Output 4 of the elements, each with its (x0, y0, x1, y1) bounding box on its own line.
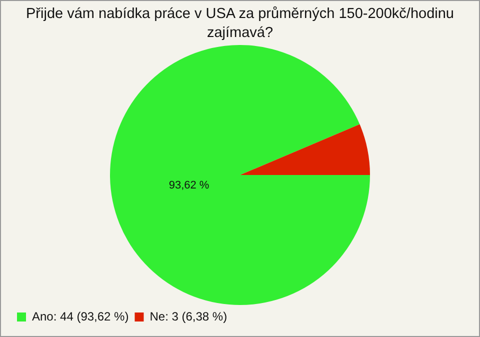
chart-title: Přijde vám nabídka práce v USA za průměrných 150-200kč/hodinu zajímavá? (25, 5, 455, 43)
legend-label: Ano: 44 (93,62 %) (32, 309, 129, 324)
data-label: 93,62 % (168, 179, 210, 192)
legend-label: Ne: 3 (6,38 %) (150, 309, 228, 324)
